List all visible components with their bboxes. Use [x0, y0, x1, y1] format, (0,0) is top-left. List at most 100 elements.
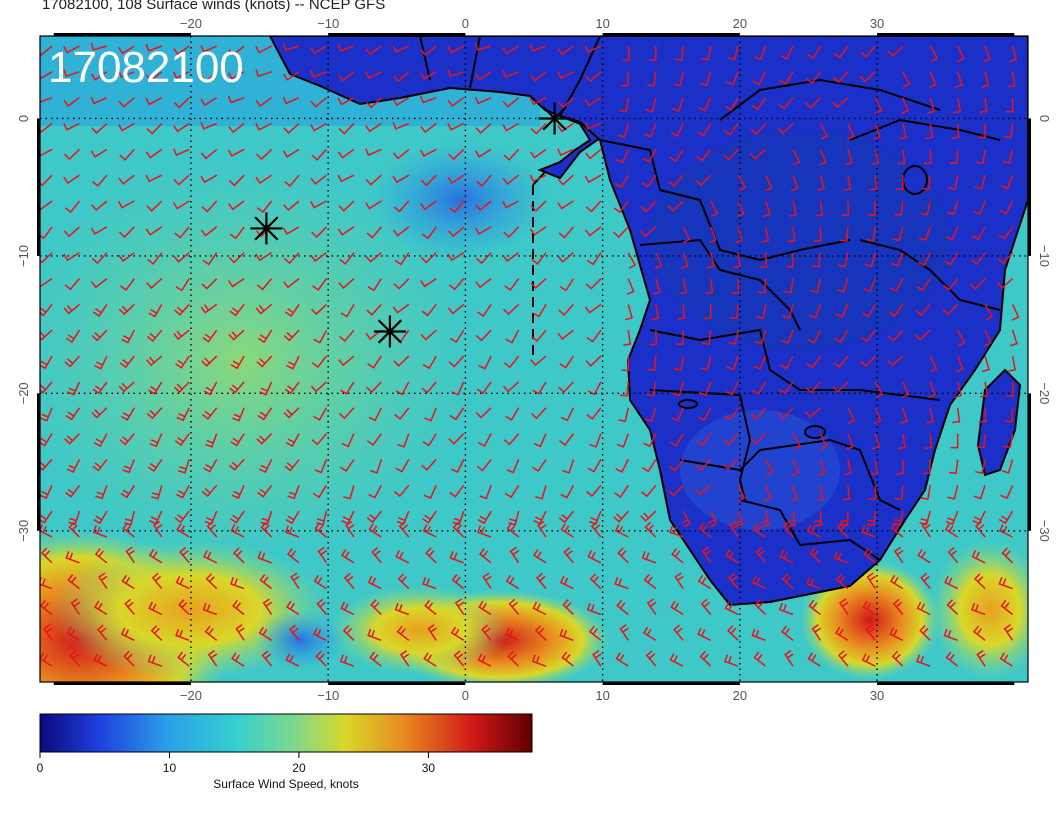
wind-barb: [288, 624, 300, 641]
lon-tick-label-top: 10: [595, 16, 609, 31]
wind-barb: [922, 459, 931, 475]
wind-barb: [509, 546, 520, 564]
wind-barb: [1000, 174, 1014, 190]
wind-barb: [96, 624, 108, 641]
wind-barb: [63, 303, 80, 315]
chart-title: 17082100, 108 Surface winds (knots) -- N…: [42, 0, 386, 13]
wind-barb: [173, 45, 190, 56]
wind-barb: [530, 71, 547, 82]
wind-barb: [780, 625, 794, 641]
wind-barb: [779, 71, 794, 85]
wind-barb: [673, 71, 684, 87]
wind-barb: [587, 381, 602, 396]
wind-barb: [229, 303, 245, 317]
wind-barb: [737, 484, 746, 502]
wind-barb: [176, 407, 190, 422]
wind-barb: [230, 355, 245, 370]
wind-barb: [753, 355, 767, 370]
wind-barb: [619, 381, 630, 397]
wind-barb: [948, 175, 959, 190]
wind-barb: [614, 484, 629, 498]
wind-barb: [119, 433, 135, 446]
wind-barb: [614, 524, 629, 538]
wind-barb: [701, 546, 712, 564]
wind-barb: [262, 598, 273, 615]
wind-barb: [873, 123, 881, 140]
wind-barb: [421, 226, 437, 240]
wind-barb: [640, 200, 657, 213]
wind-barb: [176, 484, 190, 499]
wind-barb: [671, 407, 684, 422]
wind-barb: [818, 149, 827, 166]
wind-barb: [752, 71, 767, 86]
wind-barb: [287, 485, 300, 500]
wind-barb: [749, 148, 767, 160]
wind-barb: [969, 278, 986, 290]
wind-barb: [448, 148, 465, 161]
wind-barb: [644, 521, 657, 538]
wind-barb: [724, 407, 739, 421]
wind-barb: [669, 148, 684, 163]
wind-barb: [870, 459, 879, 476]
wind-barb: [616, 149, 629, 164]
wind-barb: [503, 355, 520, 369]
wind-barb: [944, 575, 959, 590]
wind-barb: [889, 574, 904, 590]
wind-barb: [784, 649, 794, 667]
wind-barb: [40, 148, 53, 157]
wind-barb: [838, 252, 849, 268]
wind-barb: [759, 252, 768, 268]
wind-barb: [232, 547, 245, 564]
wind-barb: [474, 96, 492, 105]
wind-barb: [200, 148, 218, 160]
wind-barb: [562, 459, 575, 474]
wind-barb: [866, 572, 876, 590]
wind-barb: [641, 484, 657, 498]
wind-barb: [613, 510, 629, 523]
wind-barb: [94, 355, 108, 370]
wind-barb: [337, 71, 355, 82]
wind-barb: [256, 433, 273, 445]
wind-barb: [339, 458, 355, 473]
wind-barb: [727, 45, 739, 61]
wind-barb: [845, 433, 854, 450]
wind-barb: [819, 123, 829, 140]
wind-barb: [529, 174, 547, 183]
wind-barb: [124, 598, 135, 615]
wind-barb: [587, 550, 602, 564]
wind-barb: [92, 174, 108, 187]
wind-barb: [998, 226, 1014, 240]
wind-barb: [925, 123, 934, 140]
wind-barb: [40, 329, 53, 341]
wind-barb: [643, 123, 657, 138]
wind-barb: [672, 381, 684, 397]
wind-barb: [944, 523, 959, 538]
wind-barb: [482, 572, 492, 590]
wind-barb: [839, 226, 849, 242]
wind-barb: [257, 407, 273, 421]
wind-barb: [585, 278, 602, 290]
wind-barb: [204, 510, 218, 526]
axis-bar: [37, 118, 40, 256]
wind-barb: [151, 572, 163, 590]
wind-barb: [392, 97, 410, 107]
wind-barb: [64, 355, 80, 368]
wind-barb: [123, 650, 135, 667]
wind-barb: [929, 355, 938, 373]
wind-barb: [667, 484, 684, 497]
axis-bar: [877, 33, 1015, 36]
wind-barb: [895, 175, 904, 190]
wind-barb: [865, 624, 876, 641]
wind-barb: [863, 548, 876, 564]
wind-barb: [1000, 599, 1014, 616]
wind-barb: [996, 278, 1014, 289]
wind-barb: [284, 381, 300, 395]
wind-barb: [725, 549, 739, 564]
axis-bar: [1028, 393, 1031, 531]
wind-barb: [862, 600, 876, 616]
colorbar-tick-label: 0: [37, 761, 44, 775]
wind-barb: [559, 628, 574, 642]
wind-barb: [422, 510, 437, 524]
lat-tick-label-right: 0: [1037, 115, 1052, 122]
wind-barb: [68, 521, 80, 538]
